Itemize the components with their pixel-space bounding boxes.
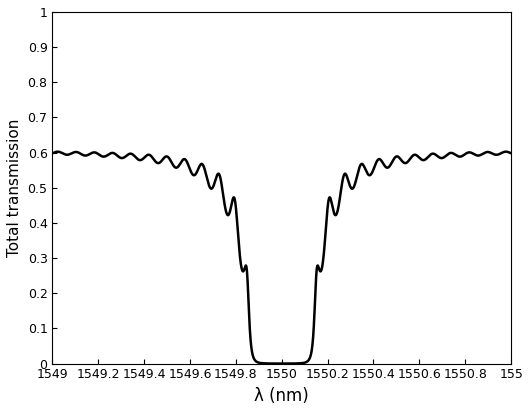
X-axis label: λ (nm): λ (nm) <box>254 387 309 405</box>
Y-axis label: Total transmission: Total transmission <box>7 119 22 257</box>
